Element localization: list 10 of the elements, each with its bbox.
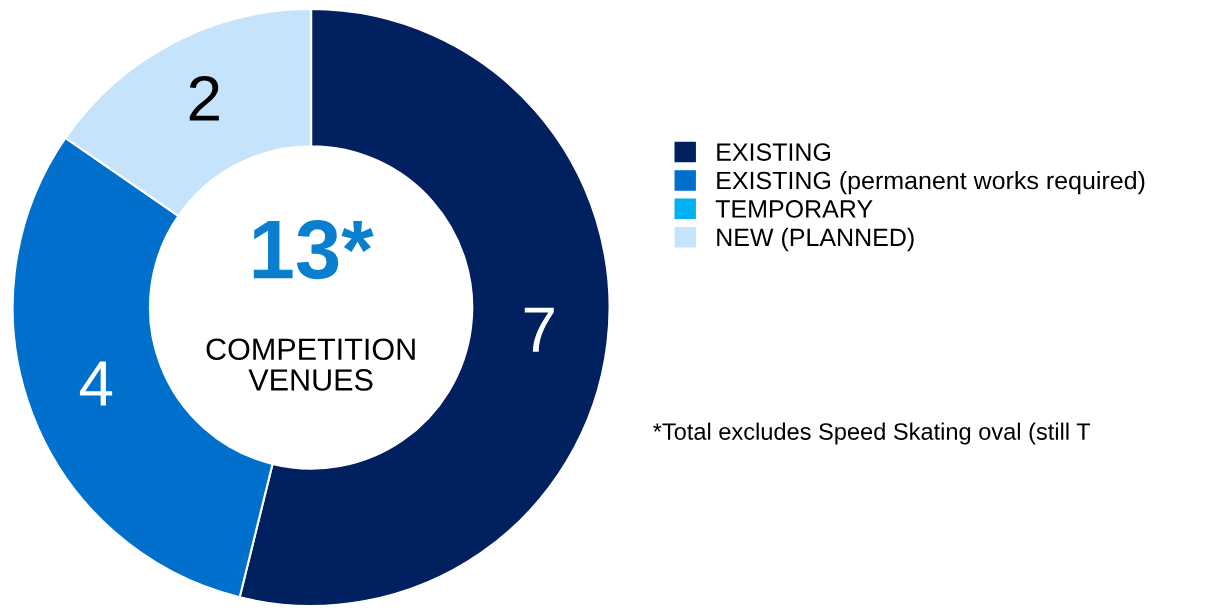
legend-label: TEMPORARY xyxy=(715,200,873,218)
text: *Total excludes Speed Skating oval (still T xyxy=(653,422,1091,445)
legend-label: EXISTING (permanent works required) xyxy=(717,171,1145,195)
text: 13* xyxy=(253,220,374,280)
data-label: 7 xyxy=(524,307,554,352)
data-label: 2 xyxy=(189,75,219,121)
legend-label: NEW (PLANNED) xyxy=(717,227,914,252)
text: COMPETITION VENUES xyxy=(206,338,415,391)
data-label: 4 xyxy=(79,361,113,406)
legend-label: EXISTING xyxy=(717,143,831,161)
